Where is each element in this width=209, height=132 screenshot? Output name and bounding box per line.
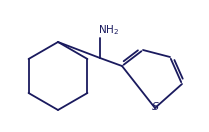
- Text: S: S: [152, 102, 159, 112]
- Text: NH$_2$: NH$_2$: [98, 23, 119, 37]
